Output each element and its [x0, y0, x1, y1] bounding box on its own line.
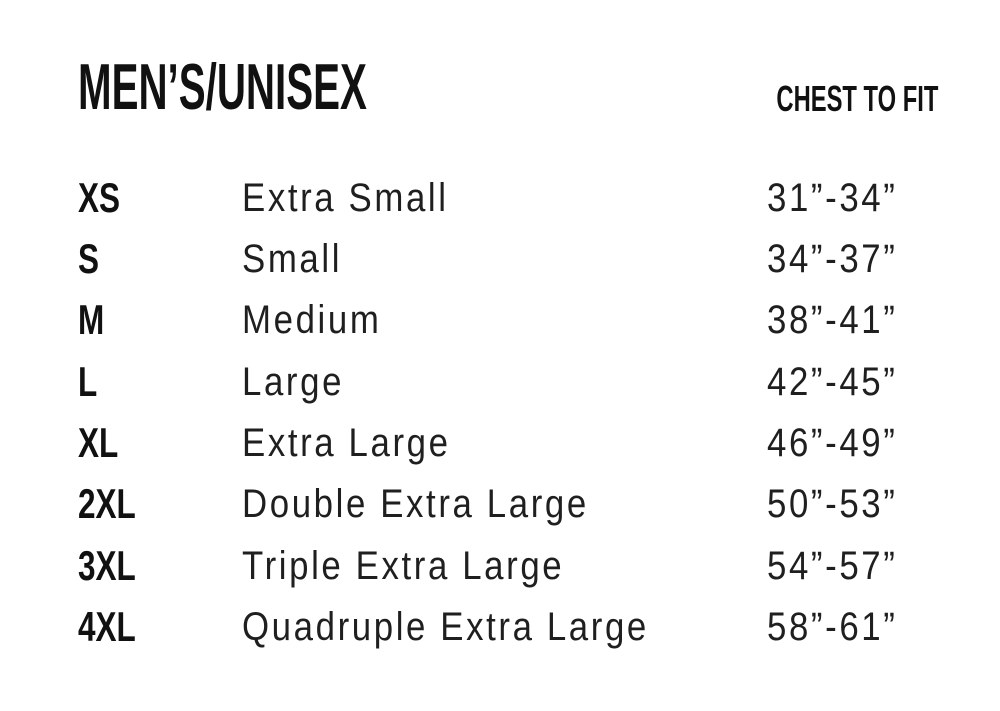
size-name: Triple Extra Large	[242, 543, 565, 588]
size-code: XS	[78, 173, 121, 221]
size-code: L	[78, 357, 98, 405]
chest-range: 31”-34”	[767, 175, 898, 220]
chest-range: 34”-37”	[767, 237, 898, 282]
size-name: Large	[242, 359, 345, 404]
chest-range: 58”-61”	[767, 605, 898, 650]
table-row: L Large 42”-45”	[0, 351, 1000, 412]
size-code: 3XL	[78, 541, 136, 589]
size-chart-table: XS Extra Small 31”-34” S Small 34”-37” M…	[0, 167, 1000, 658]
size-name: Extra Large	[242, 421, 451, 466]
size-code: S	[78, 235, 100, 283]
chest-to-fit-header: CHEST TO FIT	[776, 78, 938, 119]
size-name: Small	[242, 237, 343, 282]
size-name: Medium	[242, 298, 382, 343]
size-name: Extra Small	[242, 175, 449, 220]
size-code: 4XL	[78, 603, 136, 651]
chest-range: 42”-45”	[767, 359, 898, 404]
table-row: 4XL Quadruple Extra Large 58”-61”	[0, 596, 1000, 657]
size-name: Double Extra Large	[242, 482, 589, 527]
chest-range: 46”-49”	[767, 421, 898, 466]
table-row: XS Extra Small 31”-34”	[0, 167, 1000, 228]
size-code: XL	[78, 419, 119, 467]
page-title: MEN’S/UNISEX	[78, 50, 367, 123]
table-row: 2XL Double Extra Large 50”-53”	[0, 474, 1000, 535]
table-row: XL Extra Large 46”-49”	[0, 412, 1000, 473]
size-code: M	[78, 296, 105, 344]
table-row: M Medium 38”-41”	[0, 290, 1000, 351]
size-code: 2XL	[78, 480, 136, 528]
table-row: S Small 34”-37”	[0, 228, 1000, 289]
chest-range: 38”-41”	[767, 298, 898, 343]
table-row: 3XL Triple Extra Large 54”-57”	[0, 535, 1000, 596]
size-name: Quadruple Extra Large	[242, 605, 649, 650]
chest-range: 50”-53”	[767, 482, 898, 527]
chest-range: 54”-57”	[767, 543, 898, 588]
